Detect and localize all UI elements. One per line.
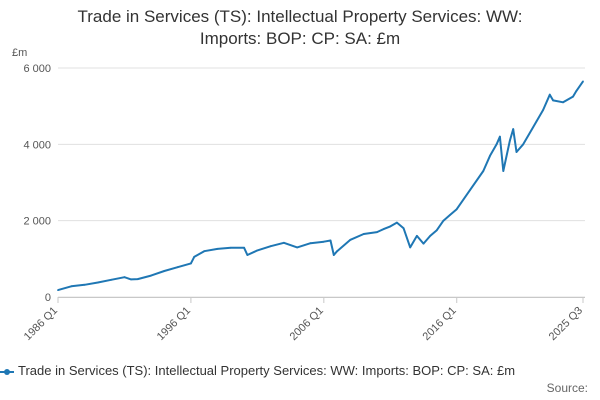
data-point xyxy=(150,274,152,277)
data-point xyxy=(203,250,206,253)
y-tick: 2 000 xyxy=(23,216,51,228)
plot-area xyxy=(57,80,584,292)
chart-title-line2: Imports: BOP: CP: SA: £m xyxy=(199,29,401,48)
data-point xyxy=(382,228,385,231)
x-axis: 1986 Q1 1996 Q1 2006 Q1 2016 Q1 2025 Q3 xyxy=(22,297,585,343)
data-point xyxy=(336,250,338,253)
legend-line-icon xyxy=(0,367,14,377)
data-point xyxy=(512,128,515,131)
data-point xyxy=(409,246,412,249)
data-point xyxy=(136,278,139,280)
data-point xyxy=(429,235,432,237)
data-point xyxy=(548,93,551,96)
data-point xyxy=(283,241,285,244)
data-point xyxy=(243,246,246,249)
x-tick-label: 2006 Q1 xyxy=(288,305,326,343)
data-point xyxy=(296,246,299,249)
data-point xyxy=(572,95,574,98)
data-point xyxy=(376,231,378,234)
data-point xyxy=(329,239,332,242)
data-point xyxy=(455,208,458,211)
data-point xyxy=(495,143,498,146)
y-tick: 0 xyxy=(45,292,51,304)
y-axis: 0 2 000 4 000 6 000 xyxy=(23,63,51,304)
legend[interactable]: Trade in Services (TS): Intellectual Pro… xyxy=(0,363,600,381)
data-point xyxy=(562,101,564,104)
y-tick: 4 000 xyxy=(23,139,51,151)
y-tick: 6 000 xyxy=(23,63,51,75)
legend-label: Trade in Services (TS): Intellectual Pro… xyxy=(18,363,516,378)
data-point xyxy=(422,242,425,245)
data-point xyxy=(110,278,113,281)
data-point xyxy=(515,151,518,153)
x-tick: 2025 Q3 xyxy=(547,305,585,343)
y-tick-label: 2 000 xyxy=(23,216,51,228)
x-tick: 2016 Q1 xyxy=(421,305,459,343)
x-tick: 1986 Q1 xyxy=(22,305,60,343)
data-point xyxy=(509,139,511,142)
grid-lines xyxy=(58,67,585,298)
data-point xyxy=(435,229,438,232)
x-tick-label: 2025 Q3 xyxy=(547,305,585,343)
y-tick-label: 4 000 xyxy=(23,139,51,151)
data-point xyxy=(542,109,544,111)
data-point xyxy=(489,154,491,157)
data-point xyxy=(552,99,554,102)
data-point xyxy=(482,170,485,172)
y-axis-label: £m xyxy=(12,47,27,59)
x-tick: 1996 Q1 xyxy=(155,305,193,343)
data-point xyxy=(130,278,133,281)
data-point xyxy=(362,233,365,235)
data-point xyxy=(190,262,192,265)
source-label: Source: xyxy=(546,381,588,395)
data-point xyxy=(502,170,505,172)
data-point xyxy=(396,221,398,224)
data-point xyxy=(469,189,471,192)
y-tick-label: 6 000 xyxy=(23,63,51,75)
data-point xyxy=(402,227,405,230)
data-point xyxy=(256,249,259,252)
x-tick: 2006 Q1 xyxy=(288,305,326,343)
data-point xyxy=(582,80,584,83)
data-point xyxy=(416,235,418,237)
x-tick-label: 1996 Q1 xyxy=(155,305,193,343)
data-point xyxy=(442,219,445,222)
data-point xyxy=(229,246,232,249)
data-point xyxy=(535,120,538,123)
data-point xyxy=(57,289,59,291)
series-line xyxy=(57,80,584,292)
x-tick-label: 2016 Q1 xyxy=(421,305,459,343)
data-point xyxy=(83,283,86,286)
data-point xyxy=(70,285,73,288)
x-tick-label: 1986 Q1 xyxy=(22,305,60,343)
data-point xyxy=(97,281,99,284)
data-point xyxy=(389,225,392,228)
data-point xyxy=(123,276,126,279)
y-tick-label: 0 xyxy=(45,292,51,304)
data-point xyxy=(499,135,501,138)
data-point xyxy=(349,238,352,241)
data-point xyxy=(163,270,166,272)
data-point xyxy=(176,266,179,269)
chart-title-line1: Trade in Services (TS): Intellectual Pro… xyxy=(77,7,523,26)
data-point xyxy=(575,90,578,92)
data-point xyxy=(193,256,196,258)
data-point xyxy=(522,143,525,146)
data-point xyxy=(322,240,325,243)
chart-title: Trade in Services (TS): Intellectual Pro… xyxy=(0,6,600,50)
data-point xyxy=(309,242,312,245)
data-point xyxy=(246,254,249,256)
data-point xyxy=(449,214,451,216)
data-point xyxy=(332,254,335,256)
data-point xyxy=(216,248,219,250)
data-point xyxy=(269,245,272,248)
